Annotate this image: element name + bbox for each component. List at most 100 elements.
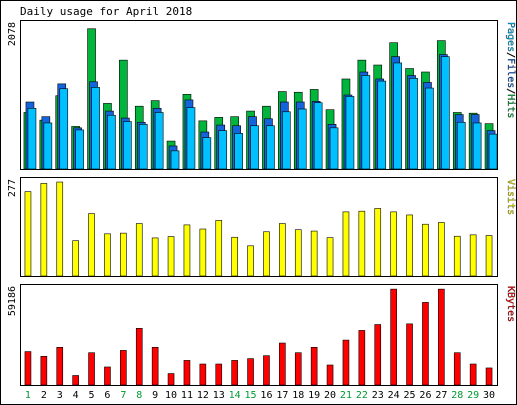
visits-bar-visits-28 [453,235,461,277]
day-label-8: 8 [136,390,142,401]
hits-files-pages-legend-item-1: / [505,52,516,58]
day-label-26: 26 [419,390,431,401]
day-label-22: 22 [356,390,368,401]
hits-files-pages-bar-pages-19 [313,102,323,170]
hits-files-pages-bar-pages-10 [170,150,180,170]
hits-files-pages-bar-pages-24 [393,62,402,170]
day-label-15: 15 [245,390,257,401]
kbytes-bar-kbytes-5 [88,352,95,386]
hits-files-pages-bar-pages-12 [202,137,212,170]
day-label-10: 10 [165,390,177,401]
visits-bar-visits-15 [247,245,254,277]
hits-files-pages-bar-pages-26 [425,87,434,170]
hits-files-pages-legend-item-2: Files [505,58,516,88]
hits-files-pages-bar-pages-15 [250,125,259,170]
hits-files-pages-bar-pages-20 [329,127,339,170]
day-label-16: 16 [260,390,272,401]
day-label-29: 29 [467,390,479,401]
visits-bar-visits-20 [326,237,334,277]
visits-bar-visits-5 [88,213,95,277]
kbytes-bar-kbytes-7 [120,350,127,386]
visits-bar-visits-26 [422,223,429,277]
visits-bar-visits-13 [215,220,223,277]
hits-files-pages-bar-pages-16 [266,125,275,170]
hits-files-pages-bar-pages-18 [297,108,307,170]
hits-files-pages-bar-pages-29 [472,122,482,170]
hits-files-pages-bar-pages-13 [218,130,228,170]
visits-bar-visits-27 [438,222,445,277]
visits-bar-visits-17 [279,223,286,277]
hits-files-pages-bar-pages-5 [91,87,100,170]
visits-bar-visits-16 [263,231,270,277]
hits-files-pages-bar-pages-9 [154,112,164,170]
day-label-23: 23 [372,390,384,401]
kbytes-bar-kbytes-6 [104,366,111,386]
kbytes-bar-kbytes-27 [438,288,445,386]
kbytes-bar-kbytes-16 [263,355,270,386]
kbytes-legend-item-0: KBytes [505,286,516,322]
kbytes-bar-kbytes-21 [342,339,350,386]
day-label-20: 20 [324,390,336,401]
kbytes-legend: KBytes [505,286,516,322]
visits-bar-visits-6 [104,233,111,277]
hits-files-pages-bar-pages-4 [75,129,84,170]
visits-bar-visits-8 [135,223,143,277]
day-label-9: 9 [152,390,158,401]
hits-files-pages-bar-pages-8 [138,124,148,170]
kbytes-bar-kbytes-1 [24,351,32,386]
hits-files-pages-legend: Pages/Files/Hits [505,22,516,118]
visits-bar-visits-11 [183,224,191,277]
visits-frame [20,177,498,277]
day-label-6: 6 [104,390,110,401]
day-label-4: 4 [73,390,79,401]
hits-files-pages-bar-pages-22 [361,75,371,170]
visits-bar-visits-21 [342,211,350,277]
hits-files-pages-legend-item-4: Hits [505,94,516,118]
hits-files-pages-bar-pages-7 [123,121,132,170]
visits-bar-visits-10 [167,236,175,277]
visits-max-label: 277 [7,179,18,197]
kbytes-bar-kbytes-12 [199,363,207,386]
day-label-14: 14 [229,390,241,401]
day-label-1: 1 [25,390,31,401]
hits-files-pages-bar-pages-3 [59,88,69,170]
hits-files-pages-legend-item-0: Pages [505,22,516,52]
day-label-5: 5 [89,390,95,401]
hits-files-pages-bar-pages-14 [234,133,243,170]
hits-files-pages-bar-pages-21 [345,96,355,170]
hits-files-pages-bar-pages-28 [456,121,466,170]
hits-files-pages-legend-item-3: / [505,88,516,94]
visits-bar-visits-12 [199,228,207,277]
day-label-2: 2 [41,390,47,401]
visits-bar-visits-2 [40,183,48,277]
day-label-19: 19 [308,390,320,401]
day-label-25: 25 [404,390,416,401]
day-label-17: 17 [276,390,288,401]
kbytes-bar-kbytes-25 [406,323,413,386]
chart-title: Daily usage for April 2018 [20,5,192,18]
kbytes-bar-kbytes-20 [326,364,334,386]
visits-bar-visits-23 [374,208,382,277]
hits-files-pages-bar-pages-25 [409,77,418,170]
day-label-28: 28 [451,390,463,401]
hits-files-pages-bar-pages-30 [488,133,498,170]
kbytes-bar-kbytes-17 [279,342,286,386]
day-label-13: 13 [213,390,225,401]
kbytes-bar-kbytes-30 [485,367,493,386]
hits-files-pages-bar-pages-1 [27,107,37,170]
visits-bar-visits-22 [358,210,366,277]
day-label-27: 27 [435,390,447,401]
visits-bar-visits-24 [390,211,397,277]
kbytes-bar-kbytes-23 [374,324,382,386]
visits-bar-visits-3 [56,181,64,277]
kbytes-bar-kbytes-3 [56,347,64,386]
day-label-24: 24 [388,390,400,401]
hits-files-pages-bar-pages-2 [43,122,53,170]
day-label-12: 12 [197,390,209,401]
kbytes-bar-kbytes-13 [215,363,223,386]
hits-files-pages-frame [20,20,498,170]
kbytes-bar-kbytes-24 [390,288,397,386]
visits-bar-visits-19 [310,230,318,277]
kbytes-bar-kbytes-2 [40,356,48,386]
kbytes-bar-kbytes-18 [294,352,302,386]
